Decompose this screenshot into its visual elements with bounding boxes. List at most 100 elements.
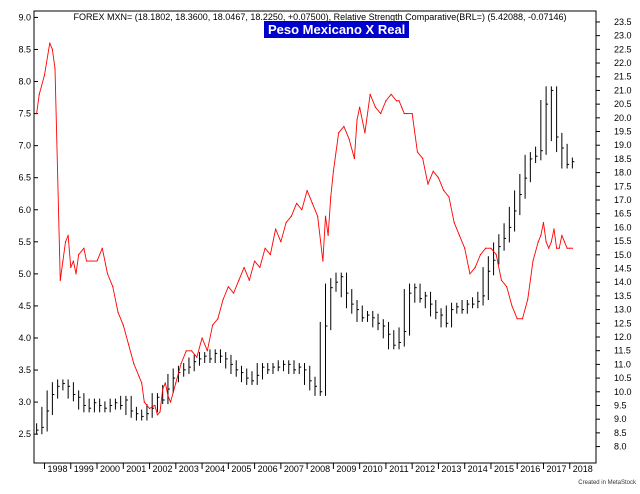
rs-point — [264, 247, 266, 249]
rs-point — [248, 279, 250, 281]
rs-segment — [101, 248, 108, 274]
rs-point — [269, 254, 271, 256]
rs-point — [83, 247, 85, 249]
rs-segment — [78, 247, 85, 255]
rs-segment — [149, 404, 156, 409]
rs-segment — [532, 241, 539, 262]
series-price — [36, 86, 575, 435]
rs-point — [201, 337, 203, 339]
rs-segment — [175, 363, 182, 383]
rs-point — [133, 363, 135, 365]
rs-segment — [543, 222, 547, 242]
chart-title: Peso Mexicano X Real — [264, 21, 410, 38]
rs-point — [401, 106, 403, 108]
rs-point — [162, 388, 164, 390]
rs-segment — [65, 235, 69, 242]
rs-point — [343, 125, 345, 128]
rs-point — [36, 112, 38, 115]
x-axis: 1998 1999 2000 2001 2002 2003 2004 2005 2006 2007… — [44, 463, 593, 474]
rs-point — [374, 106, 377, 108]
rs-point — [327, 234, 329, 236]
right-tick-label: 14.0 — [614, 277, 632, 287]
rs-segment — [506, 286, 513, 307]
rs-point — [443, 189, 445, 192]
rs-segment — [322, 216, 326, 262]
x-tick-label: 2010 — [363, 464, 383, 474]
rs-point — [217, 318, 219, 320]
rs-segment — [417, 151, 424, 159]
rs-point — [91, 260, 93, 262]
rs-segment — [427, 171, 434, 185]
rs-segment — [72, 260, 77, 274]
rs-point — [495, 254, 497, 256]
rs-segment — [411, 113, 418, 153]
left-tick-label: 4.5 — [18, 301, 31, 311]
rs-point — [138, 375, 140, 378]
rs-segment — [159, 389, 164, 412]
rs-segment — [306, 190, 313, 204]
right-tick-label: 12.5 — [614, 318, 632, 328]
rs-segment — [59, 260, 64, 281]
rs-segment — [38, 74, 45, 95]
rs-segment — [545, 241, 550, 249]
rs-point — [62, 260, 64, 262]
right-tick-label: 15.5 — [614, 236, 632, 246]
rs-segment — [311, 203, 319, 217]
x-tick-label: 1998 — [47, 464, 67, 474]
left-tick-label: 5.0 — [18, 269, 31, 279]
rs-segment — [44, 42, 51, 76]
rs-segment — [369, 94, 376, 108]
right-tick-label: 14.5 — [614, 264, 632, 274]
rs-point — [411, 112, 413, 115]
rs-segment — [70, 260, 74, 268]
rs-segment — [527, 260, 534, 300]
x-tick-label: 2015 — [494, 464, 514, 474]
right-tick-label: 16.0 — [614, 222, 632, 232]
rs-segment — [540, 222, 544, 236]
rs-point — [571, 247, 573, 249]
rs-segment — [67, 235, 72, 268]
rs-segment — [122, 325, 129, 345]
rs-point — [227, 286, 229, 288]
rs-segment — [459, 235, 466, 249]
rs-segment — [296, 203, 303, 211]
rs-segment — [162, 382, 166, 390]
rs-point — [385, 100, 387, 102]
rs-segment — [356, 107, 361, 121]
right-tick-label: 23.5 — [614, 17, 632, 27]
rs-point — [356, 119, 358, 121]
x-tick-label: 2006 — [258, 464, 278, 474]
rs-segment — [96, 248, 103, 262]
rs-segment — [511, 305, 518, 319]
right-tick-label: 10.5 — [614, 373, 632, 383]
rs-point — [406, 112, 408, 115]
rs-segment — [51, 49, 56, 69]
rs-point — [500, 279, 503, 281]
rs-segment — [330, 171, 334, 197]
right-axis: 8.0 8.5 9.0 9.5 10.0 10.5 11.0 11.5 12.0 12.5 13.0… — [596, 17, 632, 452]
right-tick-label: 22.5 — [614, 44, 632, 54]
rs-point — [159, 411, 161, 413]
x-tick-label: 1999 — [74, 464, 94, 474]
rs-point — [72, 260, 74, 262]
rs-segment — [448, 196, 455, 223]
rs-segment — [317, 216, 324, 262]
rs-point — [348, 138, 350, 140]
rs-point — [143, 401, 145, 403]
rs-segment — [469, 267, 476, 275]
rs-point — [156, 414, 159, 416]
rs-point — [253, 260, 256, 262]
rs-segment — [157, 411, 161, 416]
rs-point — [43, 74, 46, 76]
rs-point — [403, 112, 405, 115]
right-tick-label: 13.0 — [614, 305, 632, 315]
rs-point — [542, 221, 545, 224]
rs-segment — [375, 106, 382, 114]
rs-segment — [537, 235, 542, 242]
left-tick-label: 6.5 — [18, 173, 31, 183]
rs-segment — [364, 94, 371, 133]
rs-segment — [338, 126, 345, 134]
series-layer — [36, 42, 575, 435]
rs-point — [211, 324, 214, 326]
rs-segment — [164, 382, 169, 396]
